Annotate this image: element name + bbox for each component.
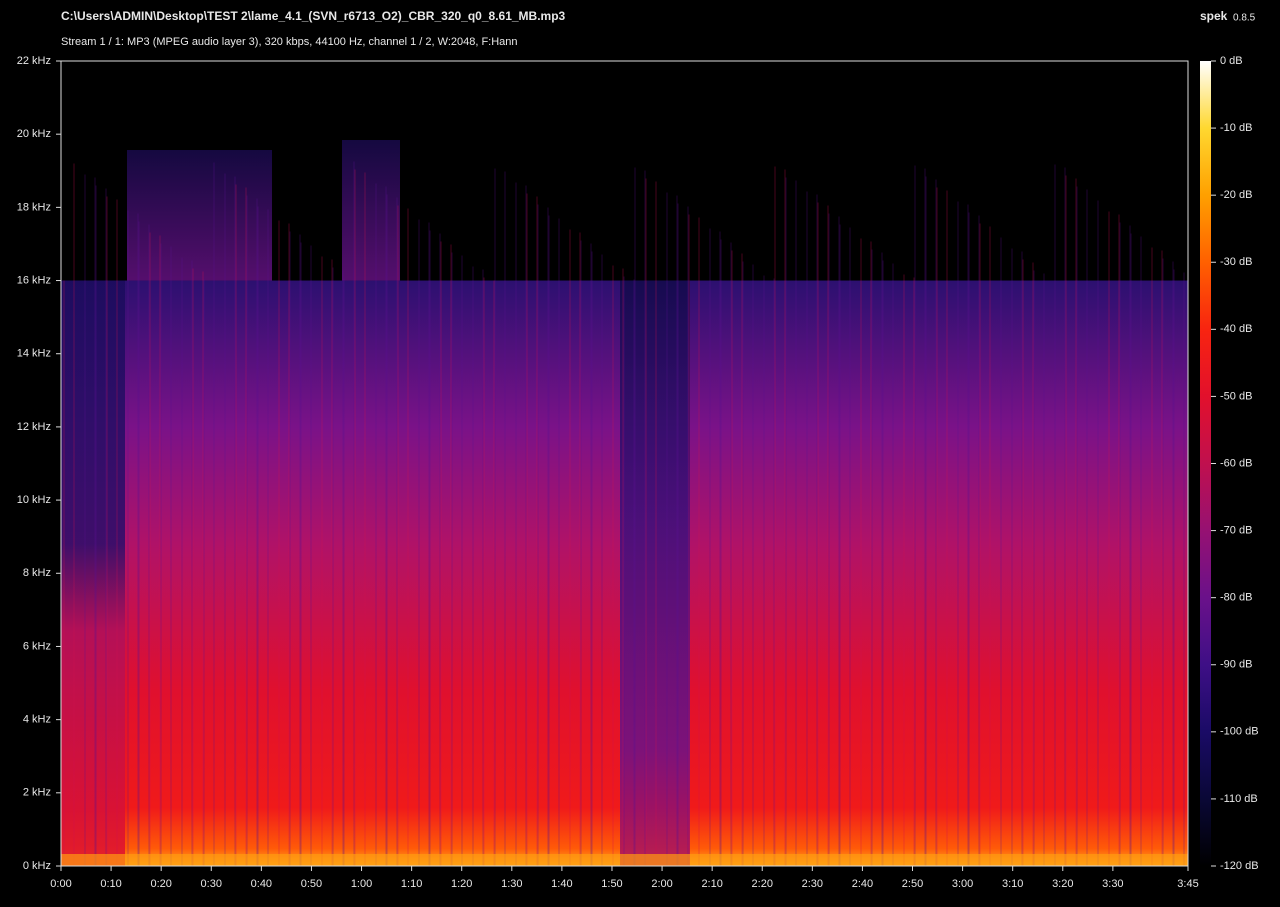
stream-info: Stream 1 / 1: MP3 (MPEG audio layer 3), … xyxy=(61,36,518,48)
x-tick-label: 2:30 xyxy=(802,878,823,890)
x-tick-label: 1:00 xyxy=(351,878,372,890)
y-tick-label: 18 kHz xyxy=(17,201,51,213)
spectrum-quiet xyxy=(620,280,690,867)
spectrum-high xyxy=(127,150,272,281)
x-tick-label: 2:00 xyxy=(651,878,672,890)
x-tick-label: 1:20 xyxy=(451,878,472,890)
y-tick-label: 4 kHz xyxy=(23,714,51,726)
y-tick-label: 14 kHz xyxy=(17,348,51,360)
y-tick-label: 22 kHz xyxy=(17,55,51,67)
x-tick-label: 2:40 xyxy=(852,878,873,890)
x-tick-label: 2:50 xyxy=(902,878,923,890)
colorbar-tick-label: -40 dB xyxy=(1220,323,1252,335)
x-tick-label: 3:10 xyxy=(1002,878,1023,890)
y-tick-label: 10 kHz xyxy=(17,494,51,506)
colorbar-tick-label: -30 dB xyxy=(1220,256,1252,268)
x-tick-label: 3:45 xyxy=(1177,878,1198,890)
colorbar-tick-label: -60 dB xyxy=(1220,457,1252,469)
colorbar-tick-label: -10 dB xyxy=(1220,122,1252,134)
axes: 0:00 0:10 0:20 0:30 0:40 0:50 1:00 1:10 1:20 1:30… xyxy=(17,55,1259,890)
x-tick-label: 1:40 xyxy=(551,878,572,890)
x-tick-label: 2:20 xyxy=(752,878,773,890)
colorbar-tick-label: -20 dB xyxy=(1220,189,1252,201)
x-tick-label: 0:20 xyxy=(150,878,171,890)
y-tick-label: 2 kHz xyxy=(23,787,51,799)
x-tick-label: 2:10 xyxy=(701,878,722,890)
colorbar-tick-label: -120 dB xyxy=(1220,860,1259,872)
x-tick-label: 1:10 xyxy=(401,878,422,890)
x-tick-label: 1:50 xyxy=(601,878,622,890)
x-tick-label: 3:20 xyxy=(1052,878,1073,890)
plot-frame xyxy=(60,60,1189,867)
x-tick-label: 0:00 xyxy=(50,878,71,890)
y-tick-label: 0 kHz xyxy=(23,860,51,872)
colorbar xyxy=(1200,61,1211,866)
x-tick-label: 0:40 xyxy=(251,878,272,890)
app-version: 0.8.5 xyxy=(1233,13,1256,24)
y-tick-label: 12 kHz xyxy=(17,421,51,433)
colorbar-tick-label: -70 dB xyxy=(1220,524,1252,536)
y-tick-label: 20 kHz xyxy=(17,128,51,140)
colorbar-tick-label: -100 dB xyxy=(1220,726,1259,738)
y-tick-label: 8 kHz xyxy=(23,567,51,579)
colorbar-tick-label: -90 dB xyxy=(1220,659,1252,671)
x-tick-label: 0:10 xyxy=(100,878,121,890)
x-tick-label: 3:00 xyxy=(952,878,973,890)
spectrum-floor xyxy=(61,854,1188,866)
file-title: C:\Users\ADMIN\Desktop\TEST 2\lame_4.1_(… xyxy=(61,9,566,23)
colorbar-tick-label: -110 dB xyxy=(1220,793,1258,805)
x-tick-label: 3:30 xyxy=(1102,878,1123,890)
spectrogram xyxy=(61,61,1188,867)
x-tick-label: 0:30 xyxy=(201,878,222,890)
colorbar-tick-label: -50 dB xyxy=(1220,390,1252,402)
y-tick-label: 16 kHz xyxy=(17,274,51,286)
x-tick-label: 1:30 xyxy=(501,878,522,890)
colorbar-tick-label: -80 dB xyxy=(1220,592,1252,604)
y-tick-label: 6 kHz xyxy=(23,640,51,652)
colorbar-tick-label: 0 dB xyxy=(1220,55,1243,67)
spectrum-high xyxy=(342,140,400,281)
spectrum-intro xyxy=(61,280,125,867)
x-tick-label: 0:50 xyxy=(301,878,322,890)
app-name: spek xyxy=(1200,9,1228,23)
